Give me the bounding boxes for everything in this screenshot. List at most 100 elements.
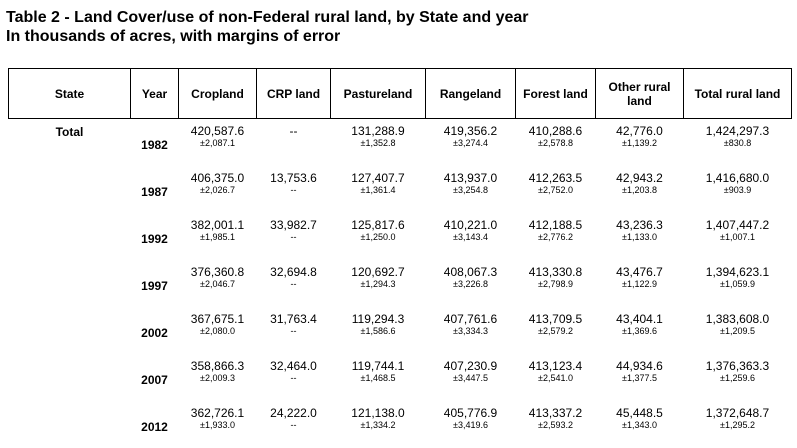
crp-land-cell: 32,464.0--: [257, 354, 331, 401]
forest-land-cell: 413,709.5±2,579.2: [516, 307, 596, 354]
state-cell: [9, 260, 131, 307]
crp-land-margin-of-error: --: [257, 185, 331, 195]
pastureland-margin-of-error: ±1,352.8: [331, 138, 426, 148]
forest-land-margin-of-error: ±2,579.2: [516, 326, 596, 336]
state-cell: [9, 401, 131, 448]
cropland-value: 367,675.1: [179, 313, 257, 326]
forest-land-value: 410,288.6: [516, 125, 596, 138]
total-rural-land-margin-of-error: ±830.8: [684, 138, 792, 148]
cropland-value: 362,726.1: [179, 407, 257, 420]
rangeland-value: 407,761.6: [426, 313, 516, 326]
pastureland-cell: 131,288.9±1,352.8: [331, 119, 426, 167]
pastureland-value: 125,817.6: [331, 219, 426, 232]
forest-land-cell: 410,288.6±2,578.8: [516, 119, 596, 167]
crp-land-cell: 33,982.7--: [257, 213, 331, 260]
total-rural-land-margin-of-error: ±903.9: [684, 185, 792, 195]
cropland-margin-of-error: ±2,080.0: [179, 326, 257, 336]
crp-land-cell: --: [257, 119, 331, 167]
forest-land-margin-of-error: ±2,578.8: [516, 138, 596, 148]
total-rural-land-margin-of-error: ±1,007.1: [684, 232, 792, 242]
rangeland-cell: 410,221.0±3,143.4: [426, 213, 516, 260]
crp-land-value: 13,753.6: [257, 172, 331, 185]
forest-land-cell: 413,123.4±2,541.0: [516, 354, 596, 401]
total-rural-land-value: 1,376,363.3: [684, 360, 792, 373]
forest-land-margin-of-error: ±2,593.2: [516, 420, 596, 430]
header-forest-land: Forest land: [516, 69, 596, 119]
rangeland-value: 405,776.9: [426, 407, 516, 420]
crp-land-margin-of-error: --: [257, 420, 331, 430]
crp-land-cell: 31,763.4--: [257, 307, 331, 354]
pastureland-cell: 119,294.3±1,586.6: [331, 307, 426, 354]
other-rural-land-margin-of-error: ±1,122.9: [596, 279, 684, 289]
crp-land-value: 32,464.0: [257, 360, 331, 373]
forest-land-value: 412,263.5: [516, 172, 596, 185]
rangeland-cell: 419,356.2±3,274.4: [426, 119, 516, 167]
total-rural-land-value: 1,394,623.1: [684, 266, 792, 279]
other-rural-land-margin-of-error: ±1,369.6: [596, 326, 684, 336]
cropland-cell: 376,360.8±2,046.7: [179, 260, 257, 307]
pastureland-margin-of-error: ±1,586.6: [331, 326, 426, 336]
rangeland-value: 408,067.3: [426, 266, 516, 279]
pastureland-margin-of-error: ±1,250.0: [331, 232, 426, 242]
other-rural-land-cell: 43,404.1±1,369.6: [596, 307, 684, 354]
state-cell: [9, 213, 131, 260]
header-rangeland: Rangeland: [426, 69, 516, 119]
crp-land-value: 31,763.4: [257, 313, 331, 326]
table-title: Table 2 - Land Cover/use of non-Federal …: [6, 8, 529, 46]
rangeland-cell: 405,776.9±3,419.6: [426, 401, 516, 448]
other-rural-land-cell: 43,236.3±1,133.0: [596, 213, 684, 260]
forest-land-margin-of-error: ±2,798.9: [516, 279, 596, 289]
cropland-cell: 420,587.6±2,087.1: [179, 119, 257, 167]
cropland-value: 420,587.6: [179, 125, 257, 138]
pastureland-value: 121,138.0: [331, 407, 426, 420]
year-cell: 2002: [131, 307, 179, 354]
cropland-margin-of-error: ±2,009.3: [179, 373, 257, 383]
pastureland-cell: 121,138.0±1,334.2: [331, 401, 426, 448]
rangeland-margin-of-error: ±3,226.8: [426, 279, 516, 289]
other-rural-land-margin-of-error: ±1,203.8: [596, 185, 684, 195]
crp-land-margin-of-error: --: [257, 373, 331, 383]
crp-land-value: 24,222.0: [257, 407, 331, 420]
title-line-2: In thousands of acres, with margins of e…: [6, 27, 529, 46]
year-cell: 1982: [131, 119, 179, 167]
rangeland-margin-of-error: ±3,447.5: [426, 373, 516, 383]
other-rural-land-cell: 43,476.7±1,122.9: [596, 260, 684, 307]
other-rural-land-margin-of-error: ±1,343.0: [596, 420, 684, 430]
title-line-1: Table 2 - Land Cover/use of non-Federal …: [6, 8, 529, 27]
other-rural-land-value: 43,476.7: [596, 266, 684, 279]
other-rural-land-cell: 42,776.0±1,139.2: [596, 119, 684, 167]
forest-land-value: 413,709.5: [516, 313, 596, 326]
state-cell: [9, 307, 131, 354]
pastureland-value: 127,407.7: [331, 172, 426, 185]
forest-land-value: 413,337.2: [516, 407, 596, 420]
other-rural-land-value: 45,448.5: [596, 407, 684, 420]
year-cell: 1997: [131, 260, 179, 307]
rangeland-margin-of-error: ±3,419.6: [426, 420, 516, 430]
crp-land-value: 32,694.8: [257, 266, 331, 279]
other-rural-land-cell: 45,448.5±1,343.0: [596, 401, 684, 448]
other-rural-land-value: 42,776.0: [596, 125, 684, 138]
cropland-value: 376,360.8: [179, 266, 257, 279]
cropland-cell: 362,726.1±1,933.0: [179, 401, 257, 448]
rangeland-value: 410,221.0: [426, 219, 516, 232]
forest-land-value: 413,330.8: [516, 266, 596, 279]
cropland-cell: 358,866.3±2,009.3: [179, 354, 257, 401]
pastureland-margin-of-error: ±1,334.2: [331, 420, 426, 430]
pastureland-value: 119,294.3: [331, 313, 426, 326]
total-rural-land-margin-of-error: ±1,059.9: [684, 279, 792, 289]
year-cell: 1992: [131, 213, 179, 260]
total-rural-land-value: 1,383,608.0: [684, 313, 792, 326]
crp-land-margin-of-error: --: [257, 326, 331, 336]
total-rural-land-value: 1,416,680.0: [684, 172, 792, 185]
other-rural-land-margin-of-error: ±1,139.2: [596, 138, 684, 148]
header-total-rural-land: Total rural land: [684, 69, 792, 119]
header-cropland: Cropland: [179, 69, 257, 119]
rangeland-margin-of-error: ±3,254.8: [426, 185, 516, 195]
rangeland-value: 413,937.0: [426, 172, 516, 185]
other-rural-land-value: 43,236.3: [596, 219, 684, 232]
